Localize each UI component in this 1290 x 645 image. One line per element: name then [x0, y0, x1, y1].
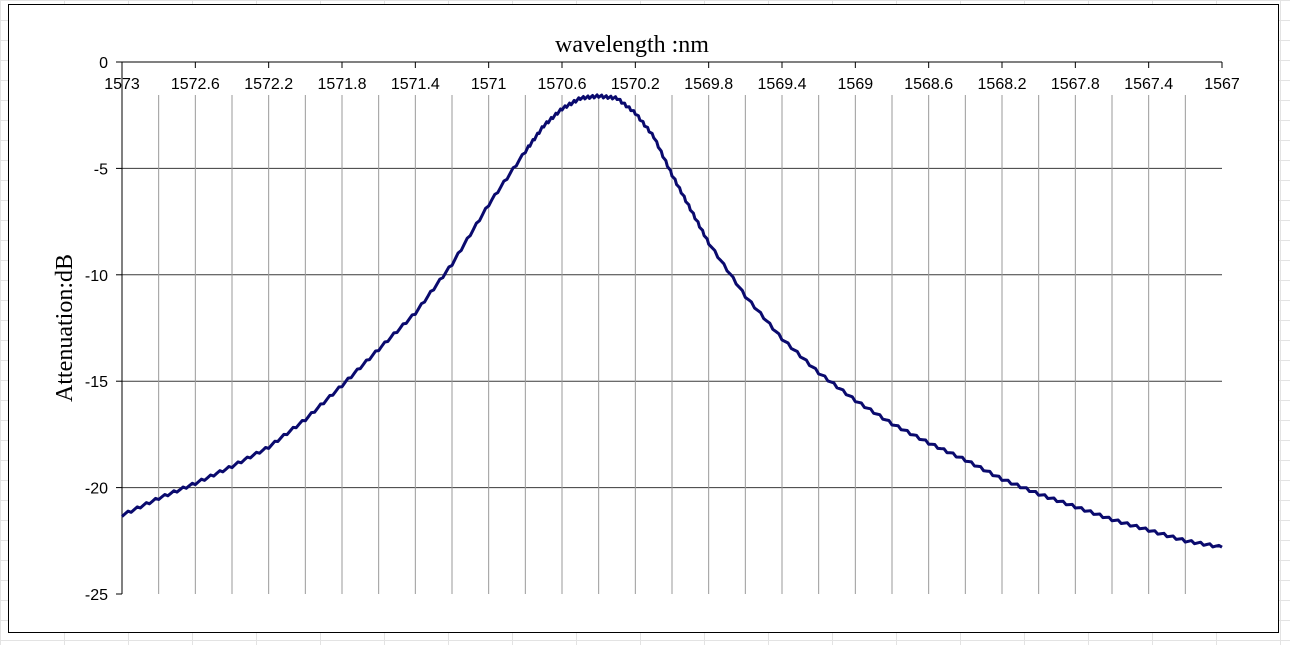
- x-tick-label: 1567.8: [1051, 76, 1100, 93]
- x-tick-label: 1569.8: [684, 76, 733, 93]
- y-tick-label: -10: [85, 268, 108, 285]
- x-tick-label: 1573: [104, 76, 140, 93]
- chart-area[interactable]: [8, 4, 1279, 633]
- axes: [116, 61, 1223, 595]
- x-tick-label: 1571.8: [318, 76, 367, 93]
- x-tick-label: 1568.2: [978, 76, 1027, 93]
- x-tick-label: 1572.6: [171, 76, 220, 93]
- y-tick-label: -5: [94, 161, 108, 178]
- y-tick-label: -25: [85, 587, 108, 604]
- x-tick-label: 1572.2: [244, 76, 293, 93]
- x-gridlines: [158, 95, 1186, 594]
- x-tick-label: 1568.6: [904, 76, 953, 93]
- chart-title: wavelength :nm: [555, 32, 709, 58]
- x-tick-label: 1569.4: [758, 76, 807, 93]
- y-tick-label: -20: [85, 481, 108, 498]
- y-tick-label: 0: [99, 55, 108, 72]
- x-tick-label: 1569: [838, 76, 874, 93]
- x-tick-label: 1567: [1204, 76, 1240, 93]
- x-tick-label: 1571.4: [391, 76, 440, 93]
- x-tick-labels: 1573 1572.6 1572.2 1571.8 1571.4 1571 1570.6 15…: [104, 76, 1240, 93]
- x-tick-label: 1570.2: [611, 76, 660, 93]
- y-tick-label: -15: [85, 374, 108, 391]
- x-tick-label: 1571: [471, 76, 507, 93]
- y-tick-labels: 0 -5 -10 -15 -20 -25: [85, 55, 108, 604]
- x-tick-label: 1570.6: [538, 76, 587, 93]
- series-line[interactable]: [121, 93, 1223, 549]
- x-tick-label: 1567.4: [1124, 76, 1173, 93]
- y-axis-title: Attenuation:dB: [52, 254, 78, 402]
